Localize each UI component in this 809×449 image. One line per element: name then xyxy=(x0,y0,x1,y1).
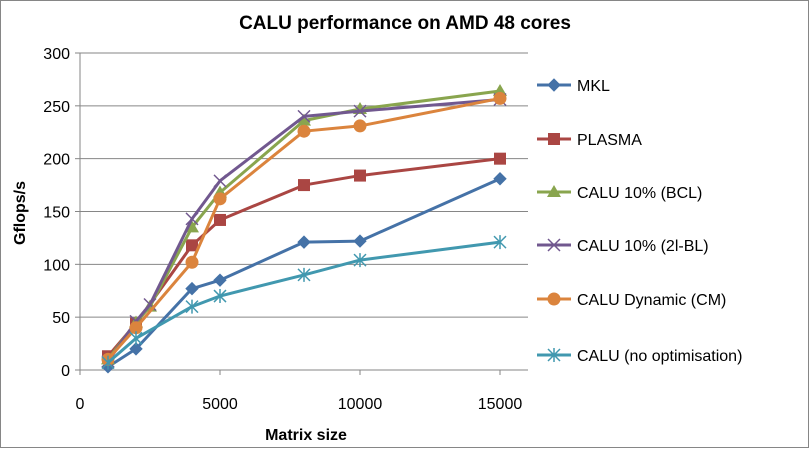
data-point-calu-dynamic-cm xyxy=(353,119,367,133)
data-point-mkl xyxy=(353,234,367,248)
data-point-mkl xyxy=(185,281,199,296)
legend-item-calu-dynamic-cm: CALU Dynamic (CM) xyxy=(537,292,726,309)
legend-label: MKL xyxy=(577,78,610,95)
legend-label: CALU Dynamic (CM) xyxy=(577,292,726,309)
data-point-calu-dynamic-cm xyxy=(213,192,227,206)
data-point-calu-dynamic-cm xyxy=(493,91,507,105)
tick-labels: 0 50 100 150 200 250 300 0 5000 10000 15000 xyxy=(43,46,522,413)
legend-swatch-marker xyxy=(547,185,561,197)
x-tick-label: 5000 xyxy=(202,396,238,413)
data-point-calu-no-optimisation xyxy=(213,289,227,304)
data-point-calu-no-optimisation xyxy=(493,235,507,250)
legend-swatch-marker xyxy=(548,133,560,145)
legend-item-calu-no-optimisation: CALU (no optimisation) xyxy=(537,348,742,365)
data-point-mkl xyxy=(493,172,507,186)
legend: MKL PLASMA CALU 10% (BCL) CALU 10% (2l-BL) C… xyxy=(537,78,742,365)
data-point-calu-no-optimisation xyxy=(353,253,367,268)
data-point-mkl xyxy=(297,235,311,249)
series-line-calu-no-optimisation xyxy=(107,240,501,364)
x-tick-label: 15000 xyxy=(478,396,523,413)
data-point-calu-10-2l-bl xyxy=(297,109,311,123)
y-tick-label: 0 xyxy=(61,363,70,380)
series-mkl xyxy=(101,172,507,374)
series-calu-10-2l-bl xyxy=(101,92,507,369)
chart-title: CALU performance on AMD 48 cores xyxy=(239,13,571,34)
legend-swatch-marker xyxy=(547,78,561,92)
data-point-calu-no-optimisation xyxy=(129,331,143,346)
data-point-calu-10-2l-bl xyxy=(213,174,227,188)
data-point-calu-10-bcl xyxy=(297,113,311,126)
legend-item-calu-10-2l-bl: CALU 10% (2l-BL) xyxy=(537,238,709,255)
data-point-calu-10-2l-bl xyxy=(353,104,367,118)
y-tick-label: 200 xyxy=(43,152,70,169)
data-point-calu-dynamic-cm xyxy=(297,124,311,138)
data-point-mkl xyxy=(129,342,143,356)
axes xyxy=(75,52,528,375)
y-tick-label: 50 xyxy=(52,310,70,327)
legend-label: CALU (no optimisation) xyxy=(577,348,742,365)
x-tick-label: 0 xyxy=(76,396,85,413)
data-point-mkl xyxy=(213,273,227,287)
data-point-calu-no-optimisation xyxy=(297,267,311,282)
legend-label: CALU 10% (2l-BL) xyxy=(577,238,709,255)
data-point-calu-dynamic-cm xyxy=(185,255,199,269)
legend-item-plasma: PLASMA xyxy=(537,132,642,149)
y-tick-label: 250 xyxy=(43,99,70,116)
y-tick-label: 150 xyxy=(43,205,70,222)
data-point-calu-dynamic-cm xyxy=(129,321,143,335)
legend-label: PLASMA xyxy=(577,132,642,149)
data-point-calu-no-optimisation xyxy=(101,355,115,370)
x-axis-title: Matrix size xyxy=(265,427,347,444)
gridlines xyxy=(80,52,528,318)
series-plasma xyxy=(102,152,506,363)
data-point-calu-10-2l-bl xyxy=(185,212,199,226)
legend-swatch-marker xyxy=(547,238,561,252)
data-point-plasma xyxy=(186,239,198,252)
data-point-plasma xyxy=(298,179,310,192)
series-layer xyxy=(101,84,507,374)
y-tick-label: 100 xyxy=(43,257,70,274)
y-axis-title: Gflops/s xyxy=(12,181,29,245)
x-tick-label: 10000 xyxy=(338,396,383,413)
data-point-calu-no-optimisation xyxy=(185,299,199,314)
legend-swatch-marker xyxy=(547,292,561,306)
legend-item-mkl: MKL xyxy=(537,78,610,95)
y-tick-label: 300 xyxy=(43,46,70,63)
series-calu-no-optimisation xyxy=(101,235,507,370)
data-point-plasma xyxy=(354,169,366,182)
legend-label: CALU 10% (BCL) xyxy=(577,185,702,202)
data-point-plasma xyxy=(494,152,506,165)
data-point-plasma xyxy=(214,213,226,226)
legend-item-calu-10-bcl: CALU 10% (BCL) xyxy=(537,185,702,202)
legend-swatch-marker xyxy=(547,348,561,362)
